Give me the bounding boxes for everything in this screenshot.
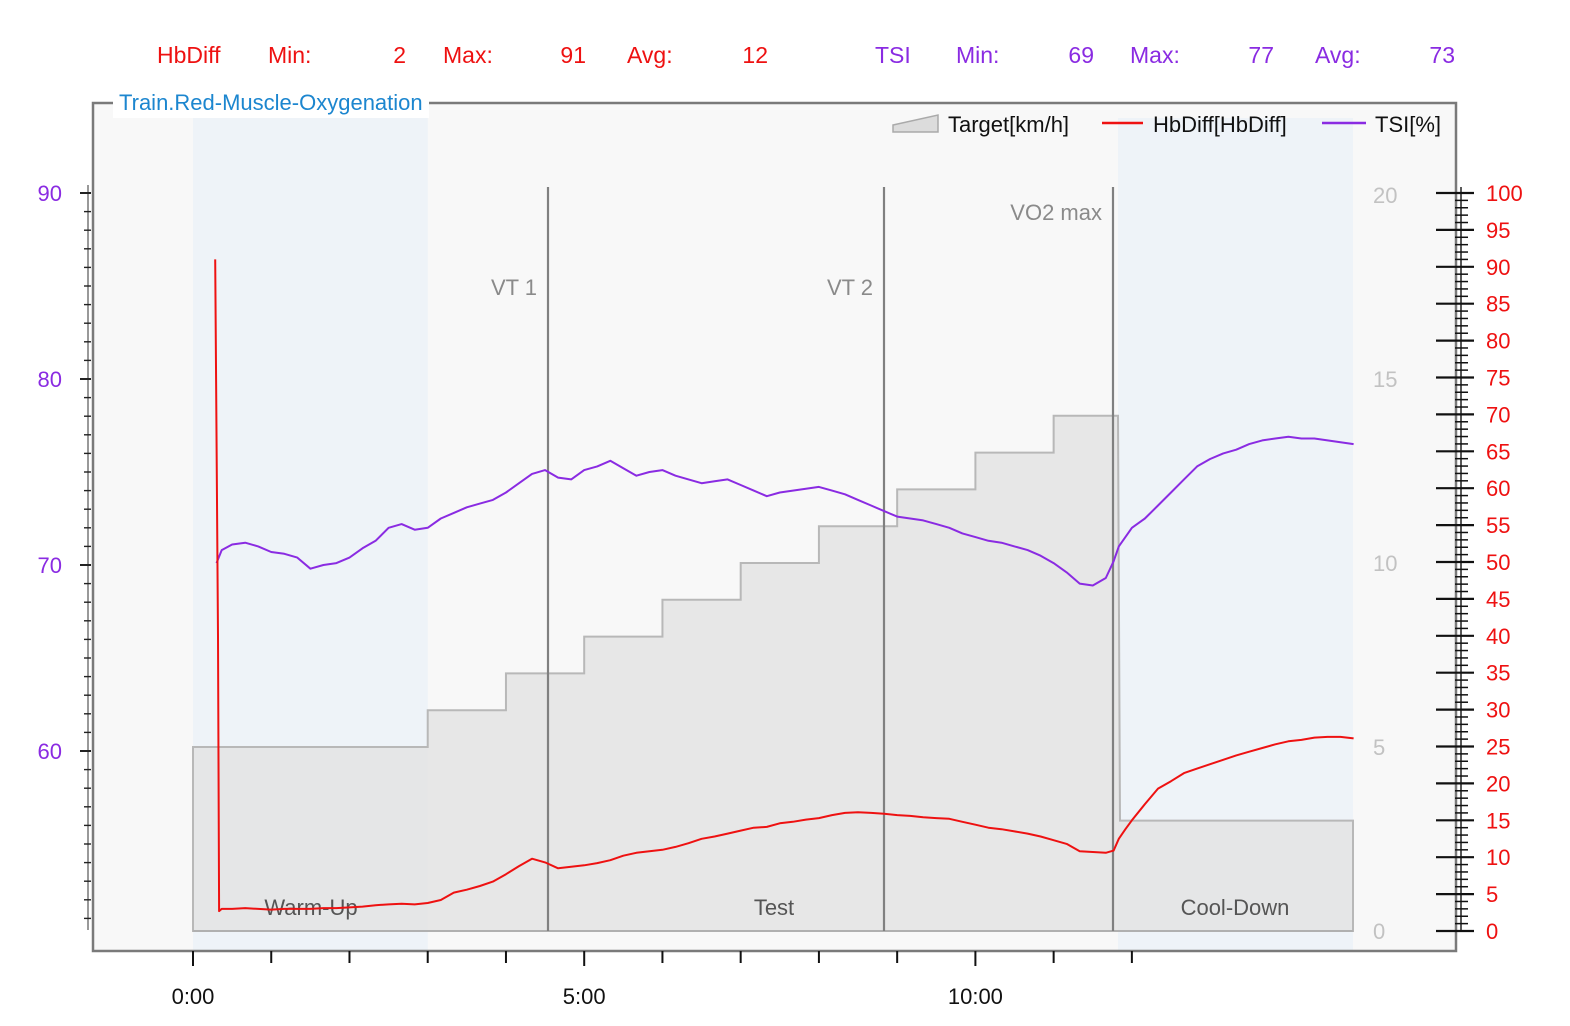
hbdiff-max-label: Max: xyxy=(443,42,493,68)
target-area xyxy=(192,414,1354,932)
series-line-tsi xyxy=(215,435,1354,587)
series-line-hbdiff xyxy=(214,259,1354,913)
legend-target-swatch xyxy=(892,114,939,133)
hbdiff-stats-label: HbDiff xyxy=(157,42,221,68)
hbdiff-tick-label: 70 xyxy=(1486,402,1510,427)
target-tick-label: 20 xyxy=(1373,183,1397,208)
hbdiff-tick-label: 85 xyxy=(1486,292,1510,317)
hbdiff-tick-label: 10 xyxy=(1486,845,1510,870)
hbdiff-tick-label: 95 xyxy=(1486,218,1510,243)
plot-border xyxy=(91,101,1458,953)
hbdiff-tick-label: 0 xyxy=(1486,919,1498,944)
tsi-stats-label: TSI xyxy=(875,42,911,68)
hbdiff-tick-label: 20 xyxy=(1486,771,1510,796)
target-tick-label: 10 xyxy=(1373,551,1397,576)
target-tick-label: 15 xyxy=(1373,367,1397,392)
hbdiff-tick-label: 55 xyxy=(1486,513,1510,538)
tsi-tick-label: 80 xyxy=(38,367,62,392)
hbdiff-tick-label: 30 xyxy=(1486,698,1510,723)
hbdiff-tick-label: 80 xyxy=(1486,329,1510,354)
tsi-max-value: 77 xyxy=(1248,42,1274,68)
tsi-tick-label: 70 xyxy=(38,553,62,578)
hbdiff-min-label: Min: xyxy=(268,42,312,68)
hbdiff-tick-label: 25 xyxy=(1486,735,1510,760)
phase-label-cool-down: Cool-Down xyxy=(1181,895,1290,920)
hbdiff-tick-label: 90 xyxy=(1486,255,1510,280)
hbdiff-tick-label: 100 xyxy=(1486,181,1523,206)
target-tick-label: 5 xyxy=(1373,735,1385,760)
hbdiff-min-value: 2 xyxy=(393,42,406,68)
phase-label-test: Test xyxy=(754,895,794,920)
legend-hbdiff-label: HbDiff[HbDiff] xyxy=(1153,112,1287,137)
tsi-min-label: Min: xyxy=(956,42,1000,68)
hbdiff-avg-value: 12 xyxy=(742,42,768,68)
hbdiff-tick-label: 65 xyxy=(1486,439,1510,464)
hbdiff-max-value: 91 xyxy=(560,42,586,68)
tsi-tick-label: 60 xyxy=(38,739,62,764)
hbdiff-tick-label: 45 xyxy=(1486,587,1510,612)
x-tick-label: 10:00 xyxy=(948,984,1003,1009)
hbdiff-tick-label: 5 xyxy=(1486,882,1498,907)
tsi-tick-label: 90 xyxy=(38,181,62,206)
hbdiff-tick-label: 15 xyxy=(1486,808,1510,833)
marker-label-vt-2: VT 2 xyxy=(827,275,873,300)
hbdiff-tick-label: 40 xyxy=(1486,624,1510,649)
tsi-max-label: Max: xyxy=(1130,42,1180,68)
marker-label-vo2-max: VO2 max xyxy=(1010,200,1102,225)
hbdiff-tick-label: 60 xyxy=(1486,476,1510,501)
legend-target-label: Target[km/h] xyxy=(948,112,1069,137)
target-tick-label: 0 xyxy=(1373,919,1385,944)
tsi-avg-label: Avg: xyxy=(1315,42,1361,68)
hbdiff-tick-label: 35 xyxy=(1486,661,1510,686)
hbdiff-avg-label: Avg: xyxy=(627,42,673,68)
chart-title: Train.Red-Muscle-Oxygenation xyxy=(113,88,429,118)
phase-band-cool-down xyxy=(1118,118,1353,951)
hbdiff-tick-label: 75 xyxy=(1486,366,1510,391)
tsi-min-value: 69 xyxy=(1068,42,1094,68)
x-tick-label: 0:00 xyxy=(172,984,215,1009)
tsi-avg-value: 73 xyxy=(1429,42,1455,68)
legend-tsi-label: TSI[%] xyxy=(1375,112,1441,137)
hbdiff-tick-label: 50 xyxy=(1486,550,1510,575)
marker-label-vt-1: VT 1 xyxy=(491,275,537,300)
x-tick-label: 5:00 xyxy=(563,984,606,1009)
